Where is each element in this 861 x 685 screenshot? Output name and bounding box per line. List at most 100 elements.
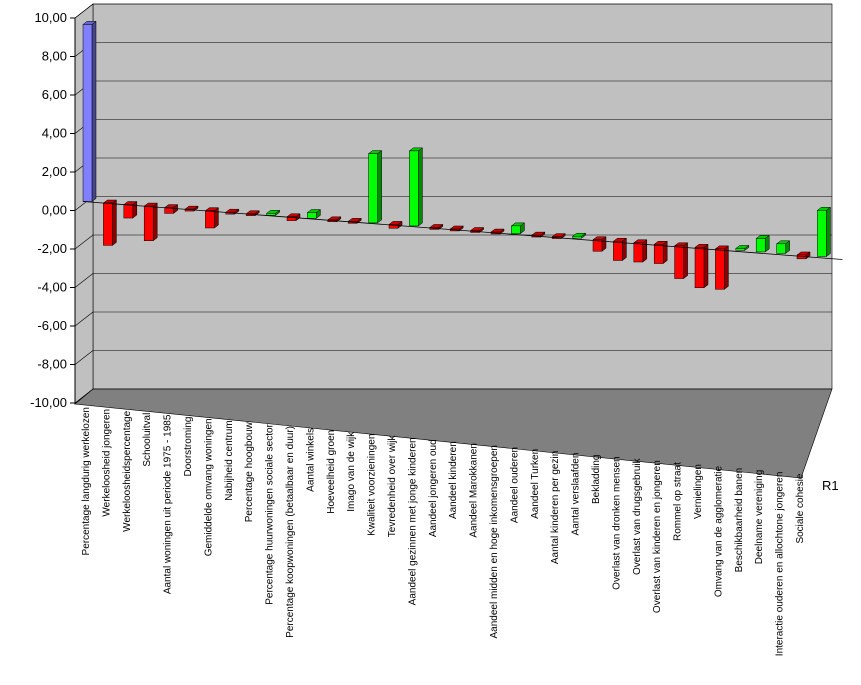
- bar-front: [715, 248, 725, 290]
- x-tick-label: Aantal woningen uit periode 1975 - 1985: [163, 414, 174, 594]
- x-tick-label: Hoeveelheid groen: [326, 430, 337, 514]
- gridline-side: [74, 311, 94, 327]
- bar-front: [205, 210, 215, 229]
- bar-front: [653, 244, 664, 264]
- x-tick-label: Imago van de wijk: [346, 431, 357, 512]
- x-tick-label: Aandeel midden en hoge inkomensgroepen: [489, 445, 500, 638]
- bar: [653, 240, 668, 265]
- bar-front: [633, 242, 644, 263]
- bar-front: [123, 204, 134, 219]
- x-tick-label: Aandeel Turken: [530, 449, 541, 519]
- bar-side: [683, 242, 688, 280]
- y-tick-label: -6,00: [37, 318, 67, 333]
- x-tick-label: Rommel op straat: [673, 462, 684, 541]
- bar-front: [613, 240, 623, 261]
- gridline-side: [74, 350, 94, 365]
- bar-front: [388, 224, 399, 229]
- x-tick-label: Nabijheid centrum: [224, 420, 235, 501]
- gridline-side: [74, 3, 94, 19]
- bar-side: [377, 150, 382, 224]
- x-tick-label: Overlast van dronken mensen: [611, 456, 622, 589]
- bar: [102, 199, 118, 246]
- y-tick-label: -10,00: [30, 395, 67, 410]
- bar-front: [755, 238, 766, 253]
- gridline-side: [74, 234, 94, 250]
- bar-side: [91, 20, 97, 202]
- x-tick-label: Beschikbaarheid banen: [734, 468, 745, 573]
- bar-side: [703, 243, 709, 289]
- x-tick-label: Vernielingen: [693, 464, 704, 519]
- y-tick-label: 0,00: [42, 203, 67, 218]
- bar: [388, 220, 403, 229]
- x-tick-label: Aandeel gezinnen met jonge kinderen: [407, 437, 418, 605]
- bar-front: [409, 150, 419, 227]
- bar: [408, 147, 424, 227]
- bar-front: [307, 212, 317, 219]
- bar: [694, 243, 709, 289]
- bar-side: [662, 240, 668, 265]
- x-tick-label: Aandeel kinderen: [448, 441, 459, 519]
- chart-walls: [74, 3, 833, 479]
- x-tick-label: Sociale cohesie: [795, 473, 806, 543]
- bar: [571, 232, 587, 239]
- bar-side: [418, 147, 423, 227]
- series-label: R1: [822, 478, 839, 493]
- bar: [367, 150, 383, 224]
- bar: [265, 209, 281, 216]
- y-tick-label: 6,00: [42, 87, 67, 102]
- x-tick-label: Overlast van kinderen en jongeren: [652, 460, 663, 613]
- x-tick-label: Aantal kinderen per gezin: [550, 451, 561, 564]
- y-tick-label: 8,00: [42, 49, 67, 64]
- bar: [123, 201, 138, 219]
- bar-side: [622, 237, 627, 261]
- x-tick-label: Aantal winkels: [305, 428, 316, 492]
- x-tick-label: Kwaliteit voorzieningen: [367, 434, 378, 536]
- x-tick-label: Gemiddelde omvang woningen: [203, 418, 214, 556]
- bar-front: [694, 247, 705, 289]
- x-tick-label: Percentage koopwoningen (betaalbaar en d…: [285, 426, 296, 638]
- bars: [82, 20, 843, 290]
- x-tick-label: Werkeloosheidspercentage: [122, 410, 133, 531]
- bar: [755, 234, 770, 253]
- x-tick-label: Doorstroming: [183, 417, 194, 477]
- bar-front: [82, 24, 93, 202]
- x-tick-label: Deelname vereniging: [754, 470, 765, 565]
- bar: [612, 237, 628, 261]
- bar: [306, 209, 322, 219]
- bar-front: [817, 210, 827, 257]
- bar-side: [826, 206, 831, 257]
- bar: [143, 202, 158, 242]
- bar: [82, 20, 97, 202]
- bar-front: [266, 213, 276, 216]
- y-tick-label: -4,00: [37, 280, 67, 295]
- bar: [163, 204, 179, 214]
- bar-front: [776, 243, 786, 254]
- x-tick-label: Percentage huurwoningen sociale sector: [265, 423, 276, 604]
- bar: [286, 213, 301, 222]
- bar-side: [642, 239, 648, 263]
- gridlines: [74, 3, 832, 404]
- bar-front: [674, 245, 684, 279]
- gridline-side: [74, 388, 94, 404]
- x-tick-label: Bekladding: [591, 455, 602, 504]
- x-tick-label: Percentage hoogbouw: [244, 421, 255, 522]
- bar: [714, 245, 730, 290]
- bar-front: [592, 239, 603, 252]
- bar-front: [286, 216, 297, 221]
- y-tick-label: 4,00: [42, 126, 67, 141]
- x-axis: Percentage langdurig werkelozen Werkeloos…: [81, 407, 806, 656]
- y-tick-label: -8,00: [37, 357, 67, 372]
- bar-front: [143, 205, 154, 241]
- bar-side: [112, 199, 117, 246]
- y-tick-label: 2,00: [42, 164, 67, 179]
- x-tick-label: Aandeel ouderen: [509, 447, 520, 523]
- x-tick-label: Percentage langdurig werkelozen: [81, 407, 92, 555]
- bar-front: [511, 225, 521, 234]
- bar: [592, 236, 607, 252]
- bar-front: [164, 207, 174, 214]
- bar-side: [214, 207, 219, 229]
- bar-side: [724, 245, 729, 290]
- bar: [204, 207, 220, 229]
- x-tick-label: Omvang van de agglomeratie: [713, 465, 724, 597]
